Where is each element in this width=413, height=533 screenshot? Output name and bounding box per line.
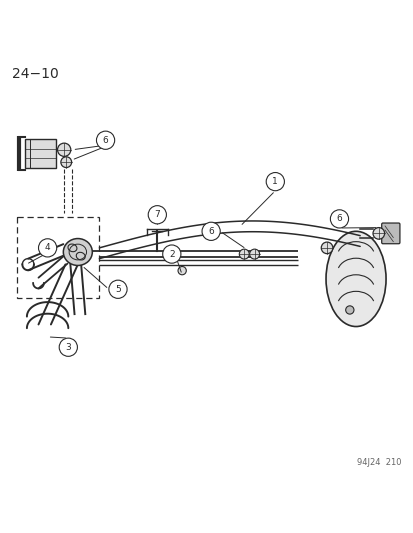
Text: 7: 7: [154, 210, 160, 219]
Text: 5: 5: [115, 285, 121, 294]
Circle shape: [372, 228, 384, 239]
Circle shape: [330, 210, 348, 228]
Text: 1: 1: [272, 177, 278, 186]
Circle shape: [320, 242, 332, 254]
Circle shape: [178, 266, 186, 275]
Text: 6: 6: [208, 227, 214, 236]
Circle shape: [162, 245, 180, 263]
Text: 4: 4: [45, 244, 50, 252]
Text: 6: 6: [336, 214, 342, 223]
Circle shape: [148, 206, 166, 224]
Circle shape: [249, 249, 259, 259]
Circle shape: [96, 131, 114, 149]
Circle shape: [239, 249, 249, 259]
Circle shape: [202, 222, 220, 240]
Text: 2: 2: [169, 249, 174, 259]
Text: 24−10: 24−10: [12, 67, 59, 81]
FancyBboxPatch shape: [25, 140, 56, 167]
Circle shape: [345, 306, 353, 314]
Circle shape: [266, 173, 284, 191]
Circle shape: [38, 239, 57, 257]
Circle shape: [57, 143, 71, 156]
Circle shape: [59, 338, 77, 357]
FancyBboxPatch shape: [381, 223, 399, 244]
Ellipse shape: [63, 239, 92, 265]
Circle shape: [61, 157, 71, 167]
Text: 94J24  210: 94J24 210: [356, 458, 401, 467]
Ellipse shape: [325, 231, 385, 327]
Text: 6: 6: [102, 136, 108, 145]
Circle shape: [109, 280, 127, 298]
Text: 3: 3: [65, 343, 71, 352]
